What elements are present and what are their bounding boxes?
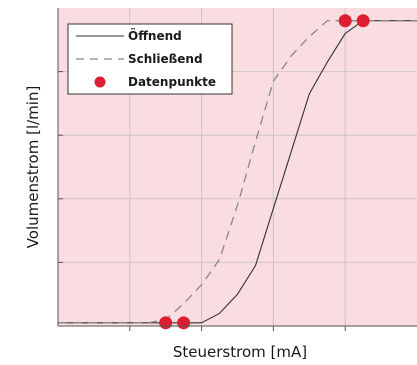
data-point <box>159 316 173 330</box>
data-point <box>177 316 191 330</box>
legend-label-oeffnend: Öffnend <box>128 28 182 43</box>
legend-marker-datenpunkte <box>94 76 106 88</box>
series-line-schliessend <box>58 20 417 324</box>
series-line-oeffnend <box>58 20 417 324</box>
ticks <box>58 71 346 331</box>
legend-label-schliessend: Schließend <box>128 52 203 66</box>
data-point <box>356 14 370 28</box>
legend: Öffnend Schließend Datenpunkte <box>67 23 233 95</box>
x-axis-title: Steuerstrom [mA] <box>173 343 307 361</box>
y-axis-title: Volumenstrom [l/min] <box>24 86 42 249</box>
data-point <box>338 14 352 28</box>
legend-label-datenpunkte: Datenpunkte <box>128 75 216 89</box>
